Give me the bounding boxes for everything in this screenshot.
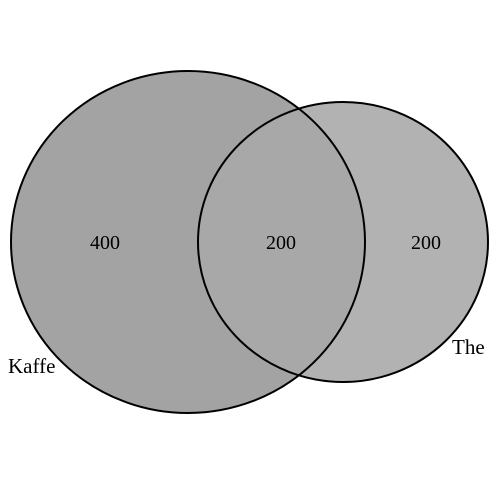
- kaffe-circle-outline: [10, 70, 366, 414]
- intersection-region: [198, 102, 365, 382]
- the-set-label: The: [452, 335, 485, 359]
- intersection-count: 200: [266, 232, 296, 254]
- kaffe-only-count: 400: [90, 232, 120, 254]
- the-circle-outline: [197, 101, 489, 383]
- kaffe-set-label: Kaffe: [8, 354, 55, 378]
- the-only-count: 200: [411, 232, 441, 254]
